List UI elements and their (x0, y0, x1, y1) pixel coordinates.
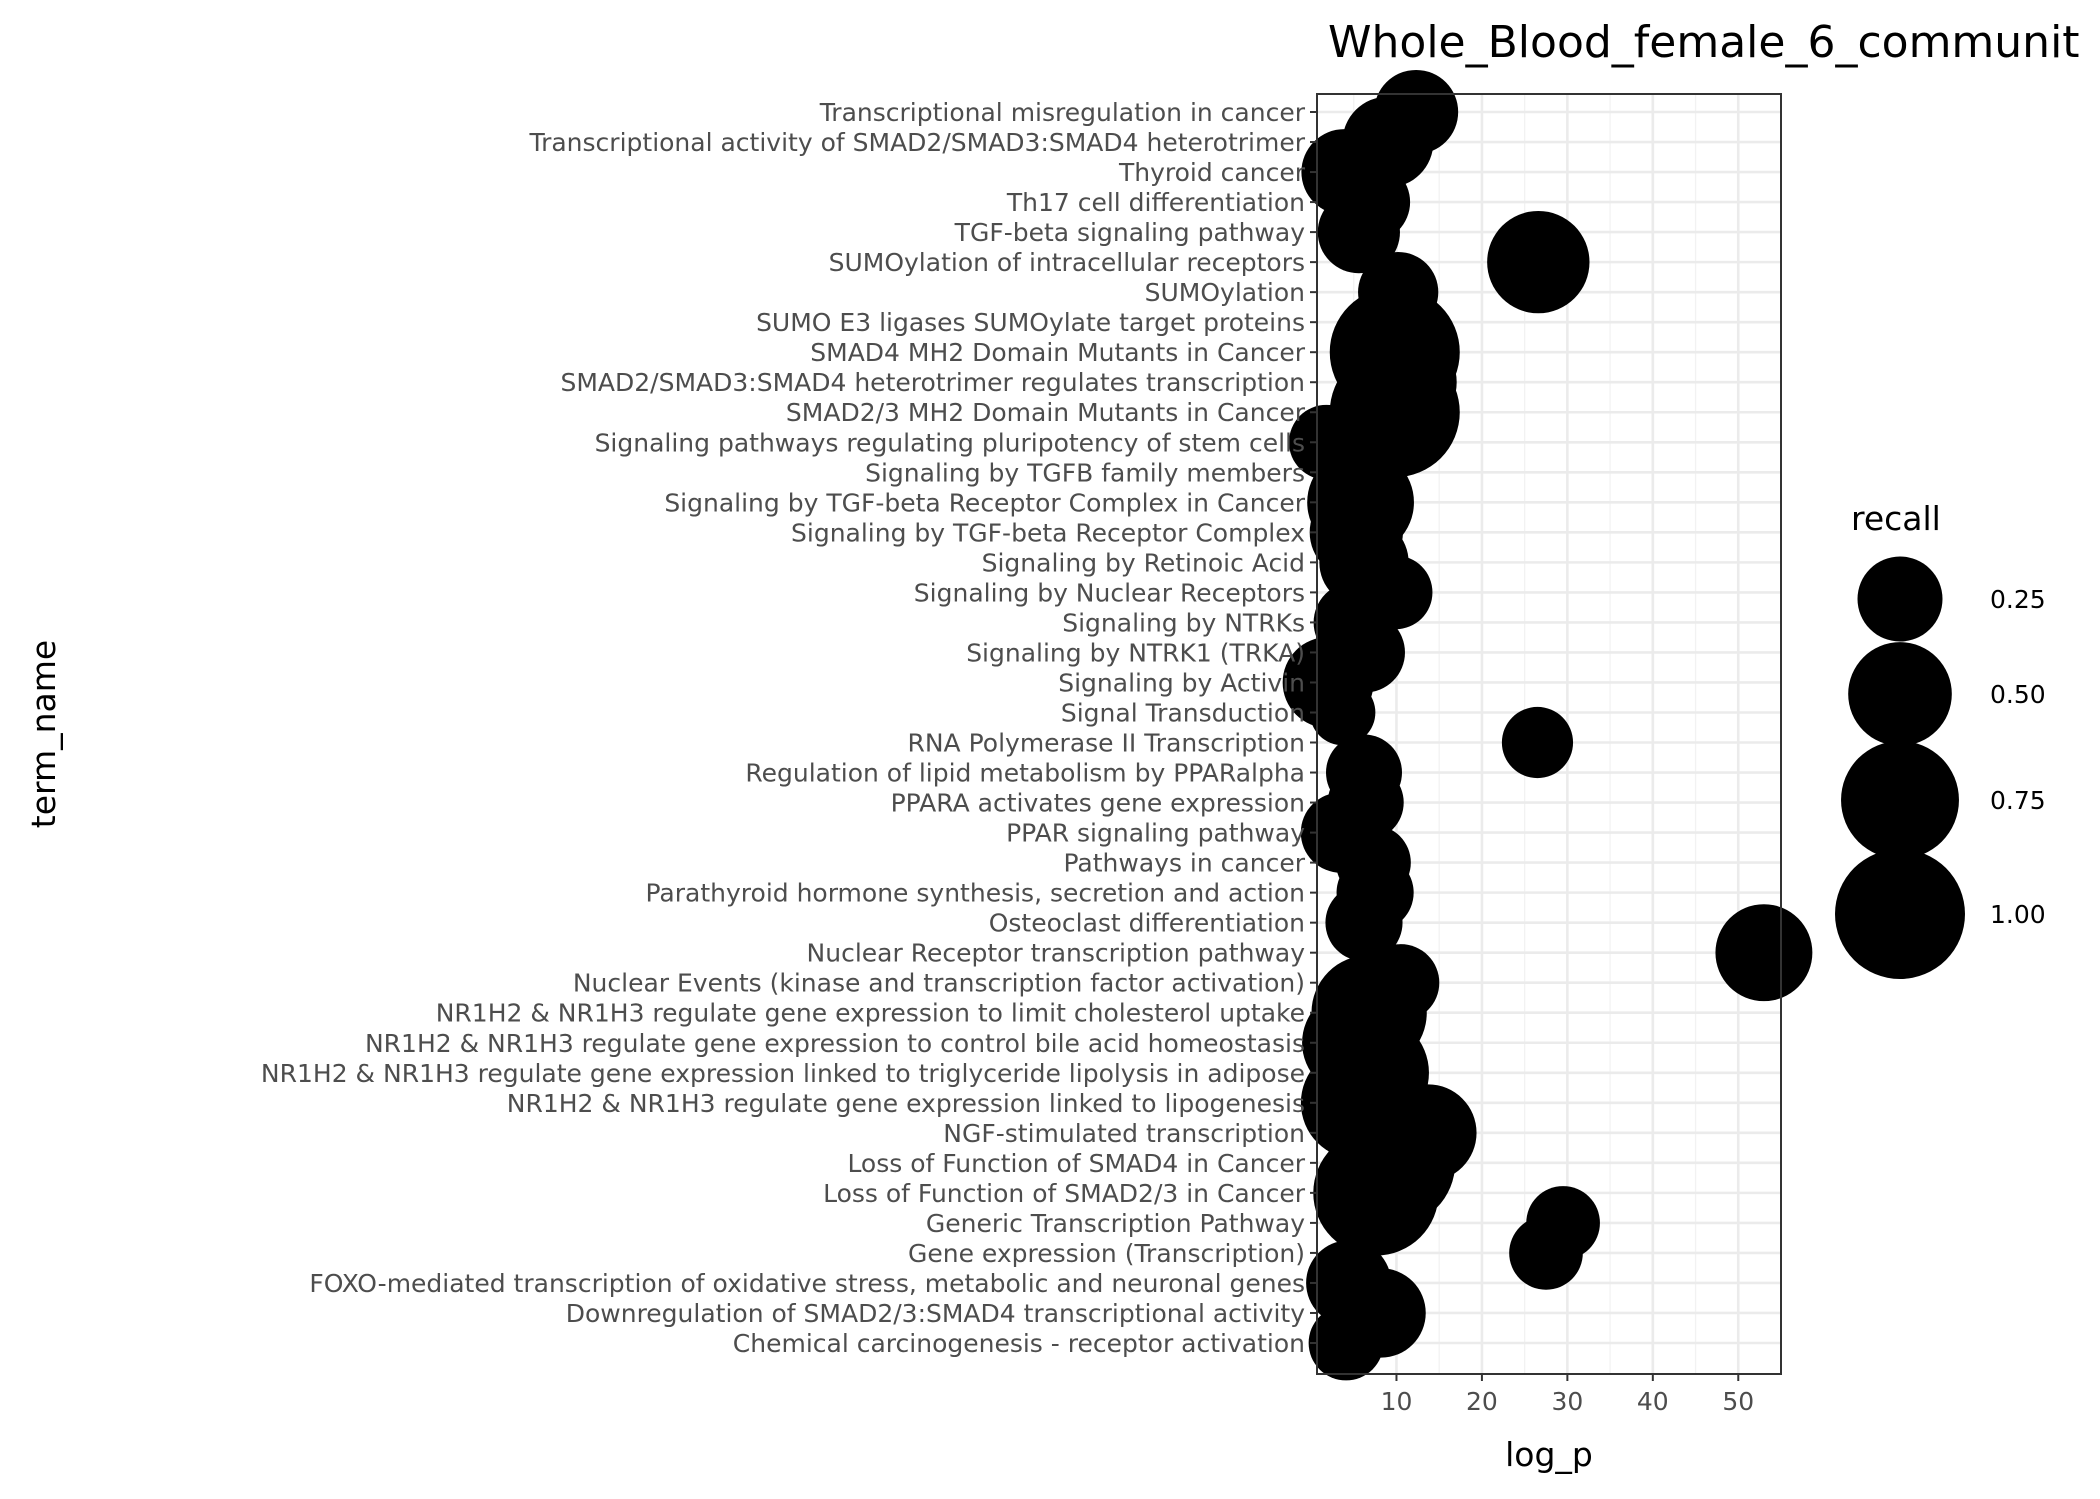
y-tick-label: FOXO-mediated transcription of oxidative… (309, 1269, 1305, 1298)
y-tick-label: Signaling by TGF-beta Receptor Complex i… (664, 488, 1305, 517)
legend-key (1841, 741, 1959, 859)
y-tick-label: Signal Transduction (1061, 698, 1305, 727)
chart-title: Whole_Blood_female_6_communit (1328, 17, 2080, 68)
data-point (1509, 1216, 1583, 1290)
y-tick-label: NGF-stimulated transcription (943, 1119, 1305, 1148)
data-point (1309, 679, 1376, 746)
y-tick-label: NR1H2 & NR1H3 regulate gene expression t… (365, 1029, 1305, 1058)
y-tick-label: Transcriptional activity of SMAD2/SMAD3:… (528, 128, 1305, 157)
y-tick-label: Osteoclast differentiation (989, 909, 1305, 938)
y-tick-label: Transcriptional misregulation in cancer (819, 98, 1306, 127)
y-tick-label: SMAD2/SMAD3:SMAD4 heterotrimer regulates… (560, 368, 1305, 397)
y-tick-label: NR1H2 & NR1H3 regulate gene expression t… (436, 999, 1305, 1028)
y-tick-label: Signaling by Retinoic Acid (982, 548, 1305, 577)
y-tick-label: SUMOylation of intracellular receptors (829, 248, 1305, 277)
y-tick-label: Generic Transcription Pathway (926, 1209, 1305, 1238)
x-tick-label: 50 (1722, 1387, 1754, 1416)
data-point (1487, 210, 1590, 314)
y-tick-label: Chemical carcinogenesis - receptor activ… (733, 1329, 1305, 1358)
data-point (1715, 904, 1813, 1002)
y-tick-label: SUMOylation (1145, 278, 1305, 307)
y-tick-label: PPARA activates gene expression (891, 789, 1305, 818)
y-tick-label: Nuclear Events (kinase and transcription… (573, 969, 1305, 998)
y-tick-label: SMAD2/3 MH2 Domain Mutants in Cancer (786, 398, 1306, 427)
data-point (1308, 1305, 1384, 1381)
x-tick-label: 20 (1466, 1387, 1498, 1416)
y-tick-label: Signaling by TGFB family members (865, 458, 1305, 487)
y-tick-label: Nuclear Receptor transcription pathway (807, 939, 1306, 968)
y-tick-label: Pathways in cancer (1063, 849, 1305, 878)
y-tick-label: Signaling pathways regulating pluripoten… (595, 428, 1305, 457)
legend: recall 0.25 0.50 0.75 1.00 (1835, 499, 2046, 979)
y-tick-label: Gene expression (Transcription) (908, 1239, 1305, 1268)
y-tick-label: SUMO E3 ligases SUMOylate target protein… (756, 308, 1305, 337)
legend-key (1857, 556, 1943, 642)
legend-key (1848, 642, 1952, 746)
y-axis: Transcriptional misregulation in cancerT… (261, 98, 1317, 1358)
y-tick-label: Downregulation of SMAD2/3:SMAD4 transcri… (566, 1299, 1305, 1328)
data-point (1313, 1130, 1439, 1256)
y-tick-label: Regulation of lipid metabolism by PPARal… (745, 759, 1305, 788)
legend-key (1835, 849, 1965, 979)
x-tick-label: 10 (1381, 1387, 1413, 1416)
legend-label: 0.75 (1990, 786, 2046, 815)
y-tick-label: Parathyroid hormone synthesis, secretion… (645, 879, 1305, 908)
plot-border (1316, 93, 1782, 1375)
x-axis: 10 20 30 40 50 (1381, 1374, 1754, 1416)
y-tick-label: Signaling by Activin (1058, 668, 1305, 697)
y-tick-label: TGF-beta signaling pathway (954, 218, 1306, 247)
y-tick-label: RNA Polymerase II Transcription (907, 729, 1305, 758)
y-tick-label: Loss of Function of SMAD2/3 in Cancer (823, 1179, 1306, 1208)
data-point (1317, 190, 1400, 274)
y-tick-label: Loss of Function of SMAD4 in Cancer (847, 1149, 1305, 1178)
x-tick-label: 30 (1551, 1387, 1583, 1416)
x-axis-title: log_p (1505, 1435, 1593, 1474)
y-tick-label: Signaling by NTRK1 (TRKA) (966, 638, 1305, 667)
data-points (1282, 69, 1813, 1381)
y-tick-label: SMAD4 MH2 Domain Mutants in Cancer (810, 338, 1305, 367)
data-point (1325, 884, 1403, 962)
legend-label: 1.00 (1990, 900, 2046, 929)
data-point (1501, 706, 1574, 779)
y-tick-label: Signaling by Nuclear Receptors (914, 578, 1305, 607)
legend-label: 0.50 (1990, 680, 2046, 709)
y-tick-label: Th17 cell differentiation (1006, 188, 1305, 217)
y-tick-label: Signaling by NTRKs (1062, 608, 1305, 637)
y-axis-title: term_name (24, 640, 63, 828)
y-tick-label: NR1H2 & NR1H3 regulate gene expression l… (261, 1059, 1305, 1088)
x-tick-label: 40 (1637, 1387, 1669, 1416)
y-tick-label: Signaling by TGF-beta Receptor Complex (791, 518, 1305, 547)
legend-title: recall (1851, 499, 1941, 538)
y-tick-label: PPAR signaling pathway (1006, 819, 1305, 848)
y-tick-label: Thyroid cancer (1118, 158, 1306, 187)
legend-label: 0.25 (1990, 585, 2046, 614)
y-tick-label: NR1H2 & NR1H3 regulate gene expression l… (507, 1089, 1305, 1118)
